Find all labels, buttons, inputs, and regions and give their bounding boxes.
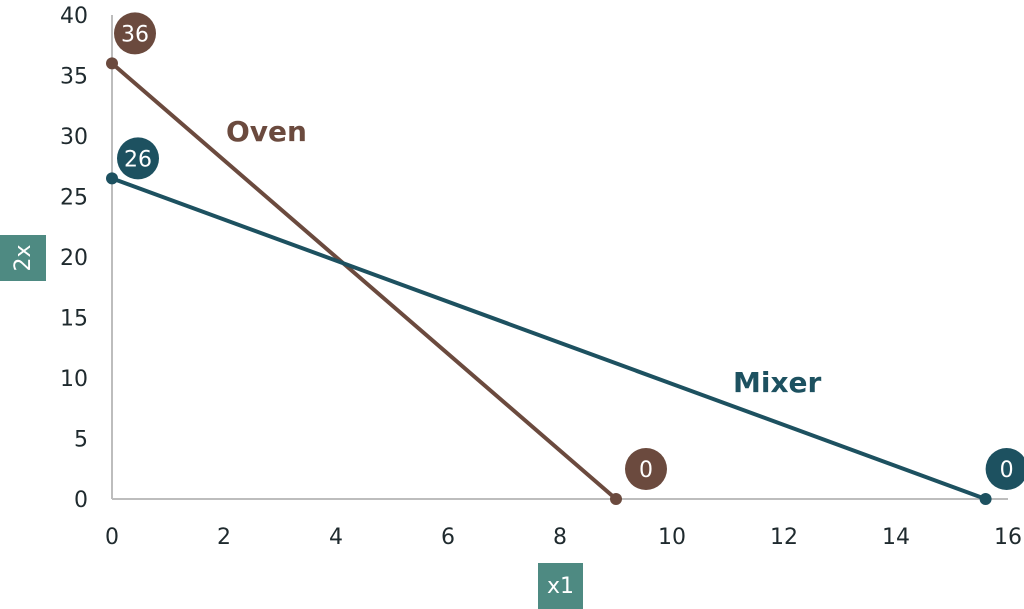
axis-titles: x1 2x xyxy=(0,235,583,609)
x-tick-label: 6 xyxy=(441,525,455,550)
series-point-mixer xyxy=(979,493,992,505)
y-tick-label: 5 xyxy=(74,428,88,453)
y-axis-title-box xyxy=(0,235,46,281)
x-tick-label: 12 xyxy=(770,525,798,550)
value-badge-text: 0 xyxy=(639,458,653,483)
value-badge-text: 36 xyxy=(121,22,149,47)
x-tick-label: 8 xyxy=(553,525,567,550)
value-badge: 0 xyxy=(985,448,1024,490)
tick-labels: 0 2 4 6 8 10 12 14 16 0 5 10 15 20 25 30 35 40 xyxy=(60,4,1022,550)
y-tick-label: 35 xyxy=(60,65,88,90)
series-point-mixer xyxy=(106,172,118,185)
x-axis-title-box xyxy=(538,563,583,609)
value-badge-text: 0 xyxy=(1000,458,1014,483)
x-axis-title-text: x1 xyxy=(547,574,574,599)
y-tick-label: 10 xyxy=(60,367,88,392)
x-tick-label: 10 xyxy=(658,525,686,550)
x-tick-label: 0 xyxy=(105,525,119,550)
series-label-mixer: Mixer xyxy=(733,366,822,399)
series-line-mixer xyxy=(110,176,988,501)
series-line-oven xyxy=(110,61,618,501)
x-axis-title: x1 xyxy=(538,563,583,609)
y-tick-label: 0 xyxy=(74,488,88,513)
value-badge: 36 xyxy=(114,12,156,55)
value-badge-circle xyxy=(625,448,667,490)
value-badge-text: 26 xyxy=(124,147,152,172)
value-badge-circle xyxy=(114,12,156,55)
y-axis-title: 2x xyxy=(0,235,46,281)
y-tick-label: 20 xyxy=(60,246,88,271)
value-badge-circle xyxy=(985,448,1024,490)
value-badge-circle xyxy=(117,137,159,180)
value-badge: 0 xyxy=(625,448,667,490)
series-point-oven xyxy=(106,57,118,70)
axes xyxy=(111,15,1008,500)
value-badge: 26 xyxy=(117,137,159,180)
series-label-oven: Oven xyxy=(226,115,307,148)
x-tick-label: 4 xyxy=(329,525,343,550)
y-tick-label: 25 xyxy=(60,186,88,211)
series-lines xyxy=(106,57,992,505)
series-point-oven xyxy=(610,493,622,505)
x-tick-label: 14 xyxy=(882,525,910,550)
y-tick-label: 15 xyxy=(60,307,88,332)
value-badges: 36 0 26 0 xyxy=(114,12,1024,490)
x-tick-label: 16 xyxy=(994,525,1022,550)
x-tick-label: 2 xyxy=(217,525,231,550)
y-tick-label: 30 xyxy=(60,125,88,150)
y-tick-label: 40 xyxy=(60,4,88,29)
y-axis-title-text: 2x xyxy=(11,244,36,271)
series-labels: Oven Mixer xyxy=(226,115,822,399)
